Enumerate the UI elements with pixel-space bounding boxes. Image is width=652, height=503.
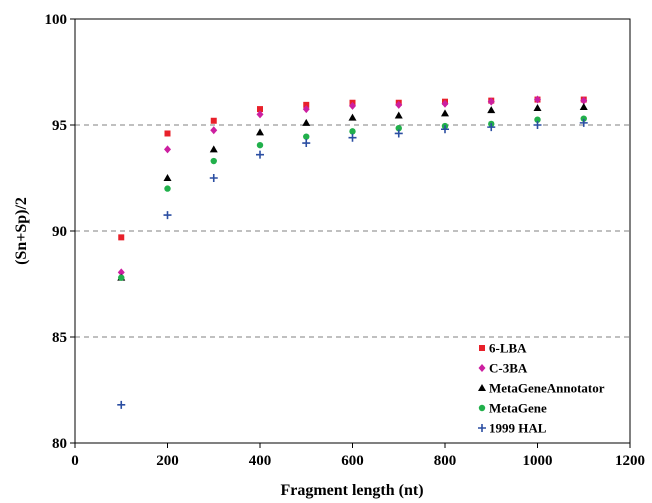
legend-label: MetaGeneAnnotator (489, 381, 605, 396)
x-tick-label: 0 (71, 453, 79, 469)
data-point (256, 141, 264, 149)
x-tick-label: 800 (434, 453, 457, 469)
legend-item: 1999 HAL (478, 421, 547, 436)
data-point (534, 95, 541, 104)
data-point (302, 118, 311, 126)
data-point (209, 174, 218, 182)
legend-label: 1999 HAL (489, 421, 547, 436)
data-point (257, 106, 263, 113)
y-tick-label: 90 (52, 224, 67, 240)
data-point (163, 211, 172, 220)
data-point (209, 145, 218, 153)
x-tick-label: 200 (156, 453, 179, 469)
data-point (117, 400, 126, 409)
legend-label: MetaGene (489, 401, 547, 416)
legend-marker (478, 364, 486, 372)
legend-item: 6-LBA (479, 341, 527, 356)
data-point (533, 121, 542, 129)
data-point (117, 268, 125, 277)
legend-label: C-3BA (489, 361, 528, 376)
data-point (302, 139, 311, 148)
data-point (303, 133, 310, 140)
data-point (349, 101, 356, 110)
data-point (164, 145, 171, 154)
data-point (579, 102, 588, 110)
data-point (580, 96, 588, 105)
series-4 (117, 118, 588, 409)
data-point (210, 157, 217, 165)
data-point (487, 106, 496, 114)
data-point (580, 115, 587, 122)
x-axis: 0 200 400 600 800 1000 1200 (71, 443, 645, 469)
grid-lines (75, 124, 630, 338)
x-axis-title: Fragment length (nt) (280, 482, 423, 499)
data-point (395, 100, 403, 109)
data-point (579, 118, 588, 127)
y-tick-label: 95 (52, 118, 67, 134)
y-axis-title: (Sn+Sp)/2 (13, 197, 30, 265)
data-point (395, 124, 402, 132)
data-point (256, 110, 264, 119)
data-point (256, 150, 264, 159)
data-point (348, 133, 357, 142)
data-point (164, 185, 171, 192)
data-point (210, 117, 217, 124)
legend: 6-LBA C-3BA MetaGeneAnnotator MetaGene 1999 … (478, 341, 605, 436)
y-tick-label: 85 (52, 330, 67, 346)
legend-item: MetaGeneAnnotator (478, 381, 605, 396)
x-tick-label: 400 (249, 453, 272, 469)
data-point (164, 130, 171, 137)
data-point (163, 174, 172, 181)
data-point (118, 234, 125, 241)
legend-marker (478, 424, 486, 432)
data-point (210, 126, 218, 135)
legend-marker (478, 384, 486, 391)
data-point (394, 111, 403, 119)
x-tick-label: 1000 (523, 453, 553, 469)
y-tick-label: 80 (52, 436, 67, 452)
data-points (117, 95, 588, 409)
y-tick-label: 100 (45, 12, 68, 28)
data-point (487, 97, 495, 106)
data-point (303, 101, 310, 108)
series-1 (117, 95, 588, 277)
x-tick-label: 600 (341, 453, 364, 469)
x-tick-label: 1200 (615, 453, 645, 469)
y-axis: 80 85 90 95 100 (45, 12, 75, 452)
data-point (256, 128, 264, 136)
data-point (441, 99, 449, 108)
data-point (302, 105, 310, 114)
data-point (533, 104, 542, 112)
data-point (441, 109, 449, 117)
data-point (118, 274, 125, 281)
data-point (394, 129, 403, 138)
legend-marker (478, 404, 486, 412)
data-point (349, 128, 356, 135)
legend-label: 6-LBA (489, 341, 527, 356)
data-point (348, 113, 357, 121)
legend-item: C-3BA (478, 361, 528, 376)
data-point (441, 125, 449, 134)
data-point (534, 116, 541, 123)
legend-marker (479, 345, 485, 351)
legend-item: MetaGene (478, 401, 547, 416)
data-point (487, 123, 496, 132)
